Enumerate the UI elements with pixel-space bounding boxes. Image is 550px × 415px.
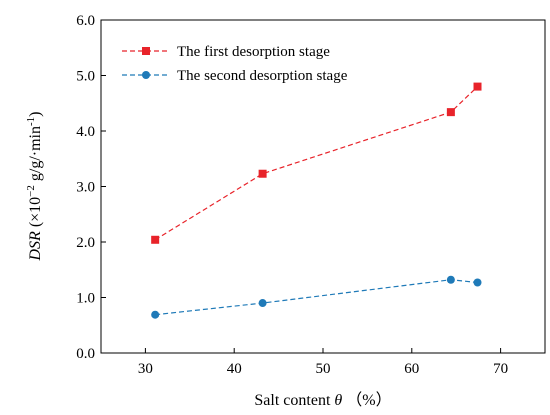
legend-item-1: The first desorption stage xyxy=(122,44,330,60)
y-tick-label: 1.0 xyxy=(76,291,95,307)
series-2 xyxy=(151,275,482,319)
x-axis-title: Salt content θ （%） xyxy=(254,391,391,409)
x-axis-title-pre: Salt content xyxy=(254,392,334,409)
data-point xyxy=(151,310,160,319)
y-tick-label: 0.0 xyxy=(76,346,95,362)
legend-marker xyxy=(142,47,150,55)
y-axis-title-exp: −2 xyxy=(25,185,37,197)
x-tick-label: 60 xyxy=(404,361,419,377)
data-point xyxy=(473,82,482,91)
x-axis-title-post: （%） xyxy=(342,391,391,409)
data-point xyxy=(258,299,267,308)
series-line xyxy=(154,86,478,241)
legend-label: The second desorption stage xyxy=(177,68,348,84)
x-tick-label: 70 xyxy=(493,361,508,377)
y-tick-label: 6.0 xyxy=(76,13,95,29)
data-point xyxy=(473,278,482,287)
y-axis-title-post: ) xyxy=(27,111,44,116)
x-tick-label: 50 xyxy=(316,361,331,377)
x-tick-label: 30 xyxy=(138,361,153,377)
data-point xyxy=(446,108,455,117)
y-axis-title: DSR (×10−2 g/g/·min-1) xyxy=(25,111,44,261)
legend-label: The first desorption stage xyxy=(177,44,330,60)
y-tick-label: 4.0 xyxy=(76,124,95,140)
legend-item-2: The second desorption stage xyxy=(122,68,348,84)
y-axis-title-mid: g/g/·min xyxy=(27,126,44,185)
series-layer xyxy=(151,82,482,319)
legend: The first desorption stage The second des… xyxy=(122,44,348,84)
x-axis-title-symbol: θ xyxy=(334,392,342,409)
legend-marker xyxy=(142,71,150,79)
data-point xyxy=(151,235,160,244)
x-tick-label: 40 xyxy=(227,361,242,377)
data-point xyxy=(258,169,267,178)
axis-ticks: 30 40 50 60 70 0.0 1.0 2.0 3.0 4.0 5.0 6.0 xyxy=(76,13,508,377)
y-axis-title-pre: (×10 xyxy=(27,197,44,231)
y-tick-label: 3.0 xyxy=(76,180,95,196)
series-1 xyxy=(151,82,482,244)
y-tick-label: 2.0 xyxy=(76,235,95,251)
series-line xyxy=(155,279,478,316)
data-point xyxy=(446,275,455,284)
y-tick-label: 5.0 xyxy=(76,69,95,85)
y-axis-title-exp2: -1 xyxy=(25,117,37,126)
y-axis-title-italic: DSR xyxy=(27,231,44,262)
